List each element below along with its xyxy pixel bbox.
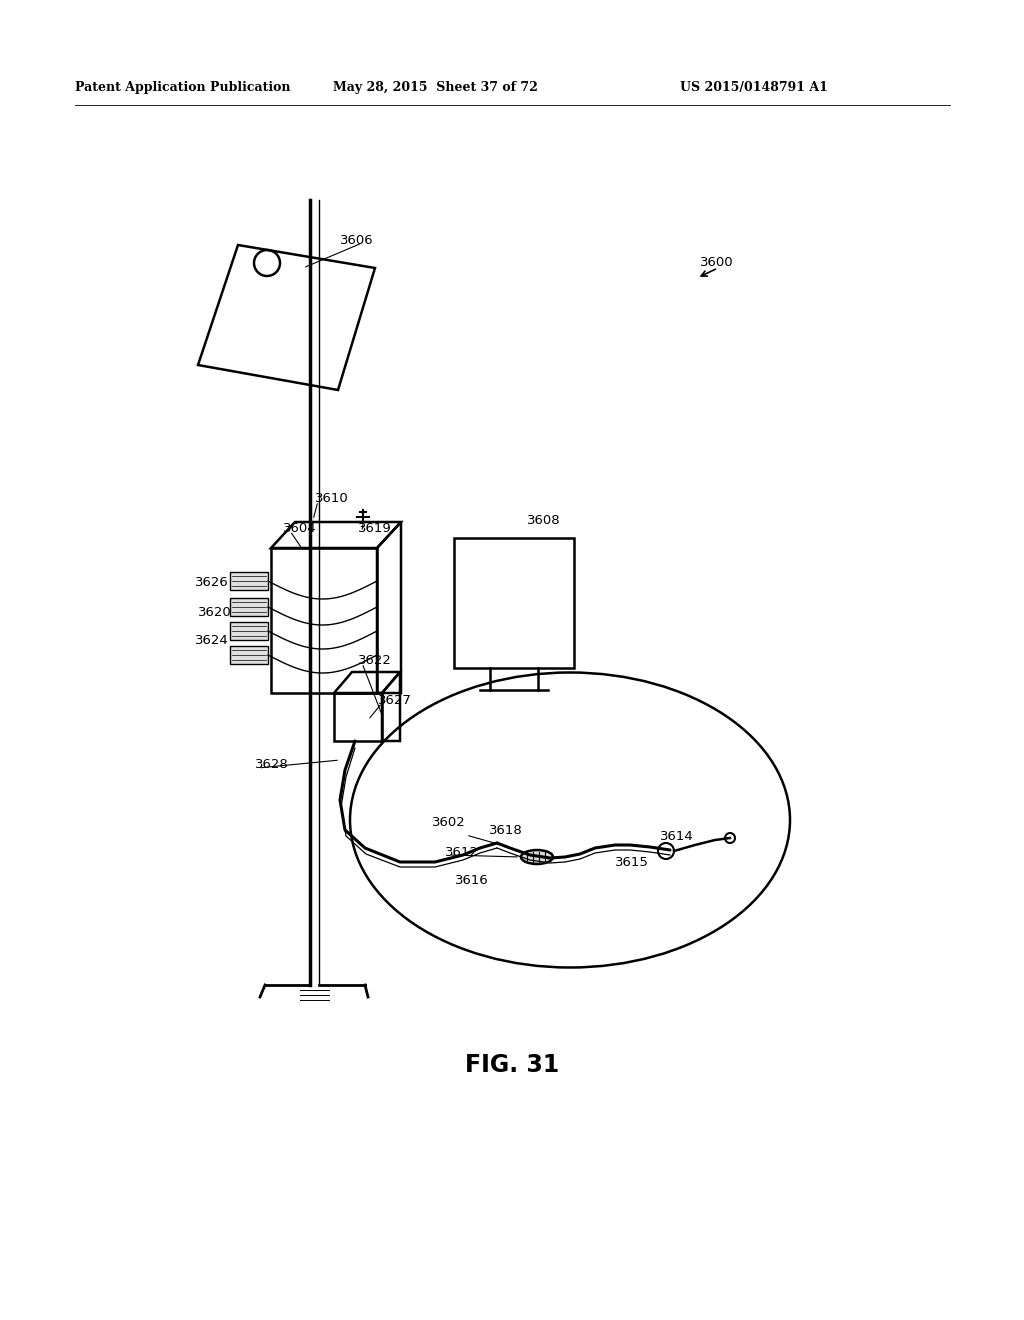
FancyBboxPatch shape bbox=[230, 645, 268, 664]
Ellipse shape bbox=[521, 850, 553, 865]
Text: Patent Application Publication: Patent Application Publication bbox=[75, 82, 291, 95]
Text: FIG. 31: FIG. 31 bbox=[465, 1053, 559, 1077]
Text: 3624: 3624 bbox=[195, 634, 228, 647]
FancyBboxPatch shape bbox=[230, 572, 268, 590]
FancyBboxPatch shape bbox=[230, 622, 268, 640]
Text: 3608: 3608 bbox=[527, 513, 560, 527]
Text: 3620: 3620 bbox=[198, 606, 231, 619]
Text: 3615: 3615 bbox=[615, 855, 649, 869]
Text: 3622: 3622 bbox=[358, 653, 392, 667]
Text: US 2015/0148791 A1: US 2015/0148791 A1 bbox=[680, 82, 827, 95]
Text: 3614: 3614 bbox=[660, 830, 693, 843]
Text: May 28, 2015  Sheet 37 of 72: May 28, 2015 Sheet 37 of 72 bbox=[333, 82, 538, 95]
Text: 3628: 3628 bbox=[255, 759, 289, 771]
Text: 3626: 3626 bbox=[195, 576, 228, 589]
Text: 3619: 3619 bbox=[358, 521, 392, 535]
Text: 3627: 3627 bbox=[378, 693, 412, 706]
Text: 3610: 3610 bbox=[315, 491, 349, 504]
FancyBboxPatch shape bbox=[230, 598, 268, 616]
Text: 3616: 3616 bbox=[455, 874, 488, 887]
Text: 3606: 3606 bbox=[340, 234, 374, 247]
Text: 3618: 3618 bbox=[489, 824, 522, 837]
Text: 3602: 3602 bbox=[432, 816, 466, 829]
Text: 3612: 3612 bbox=[445, 846, 479, 858]
Text: 3600: 3600 bbox=[700, 256, 733, 269]
Text: 3604: 3604 bbox=[283, 521, 316, 535]
